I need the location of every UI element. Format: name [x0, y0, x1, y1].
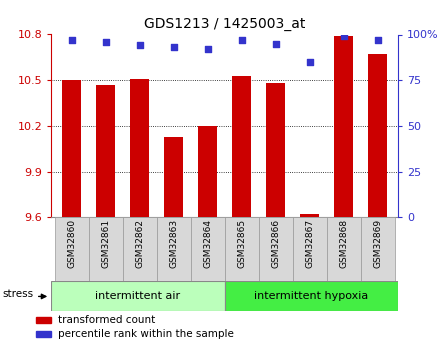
- Bar: [300, 214, 319, 217]
- Text: GSM32863: GSM32863: [169, 219, 178, 268]
- Bar: [293, 217, 327, 281]
- Bar: [232, 76, 251, 217]
- Bar: [96, 85, 115, 217]
- Text: percentile rank within the sample: percentile rank within the sample: [58, 329, 235, 339]
- Point: [340, 33, 348, 39]
- Text: GSM32866: GSM32866: [271, 219, 280, 268]
- Bar: [267, 83, 285, 217]
- Bar: [368, 54, 387, 217]
- Text: intermittent air: intermittent air: [95, 291, 181, 301]
- Bar: [157, 217, 191, 281]
- Title: GDS1213 / 1425003_at: GDS1213 / 1425003_at: [144, 17, 305, 31]
- Bar: [361, 217, 395, 281]
- Text: GSM32864: GSM32864: [203, 219, 212, 268]
- Point: [102, 39, 109, 45]
- Text: stress: stress: [3, 289, 34, 299]
- Text: GSM32862: GSM32862: [135, 219, 144, 268]
- Bar: [164, 137, 183, 217]
- Bar: [335, 36, 353, 217]
- Bar: [89, 217, 123, 281]
- Text: GSM32867: GSM32867: [305, 219, 314, 268]
- Point: [204, 46, 211, 52]
- Bar: [123, 217, 157, 281]
- Bar: [191, 217, 225, 281]
- Point: [272, 41, 279, 46]
- Text: transformed count: transformed count: [58, 315, 156, 325]
- Text: intermittent hypoxia: intermittent hypoxia: [255, 291, 368, 301]
- Text: GSM32860: GSM32860: [67, 219, 76, 268]
- Bar: [62, 80, 81, 217]
- Bar: [225, 217, 259, 281]
- Bar: [327, 217, 361, 281]
- Point: [136, 43, 143, 48]
- Bar: [225, 281, 398, 310]
- Point: [170, 45, 177, 50]
- Point: [306, 59, 313, 65]
- Bar: [36, 317, 51, 323]
- Text: GSM32869: GSM32869: [373, 219, 382, 268]
- Bar: [55, 217, 89, 281]
- Bar: [130, 79, 149, 217]
- Bar: [198, 126, 217, 217]
- Point: [68, 37, 75, 43]
- Point: [374, 37, 381, 43]
- Point: [238, 37, 245, 43]
- Text: GSM32861: GSM32861: [101, 219, 110, 268]
- Text: GSM32865: GSM32865: [237, 219, 246, 268]
- Bar: [36, 331, 51, 337]
- Bar: [51, 281, 225, 310]
- Text: GSM32868: GSM32868: [340, 219, 348, 268]
- Bar: [259, 217, 293, 281]
